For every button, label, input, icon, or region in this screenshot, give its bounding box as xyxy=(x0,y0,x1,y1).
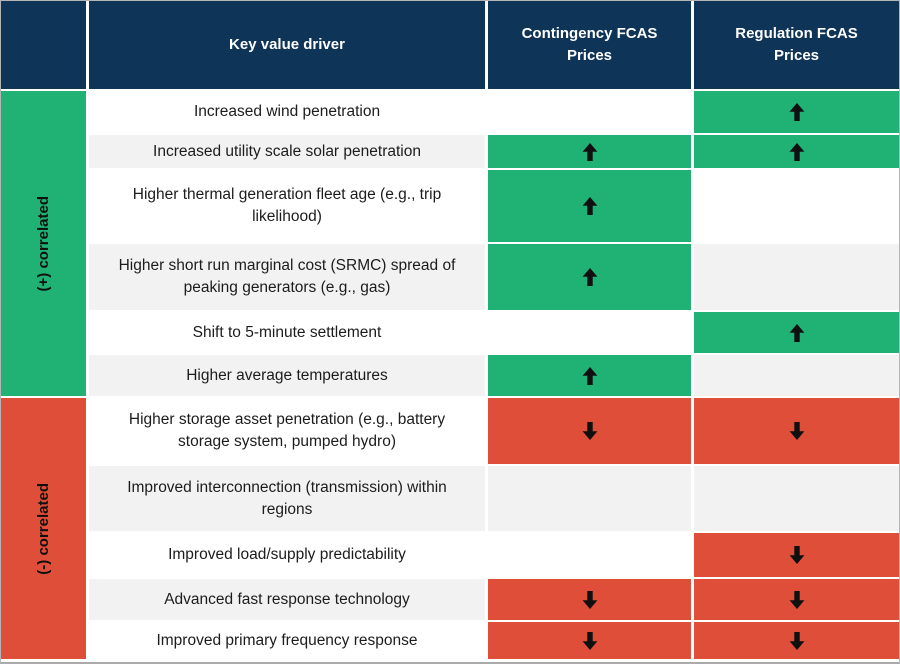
regulation-cell xyxy=(694,622,899,659)
up-arrow-icon xyxy=(582,197,598,215)
down-arrow-icon xyxy=(582,631,598,650)
contingency-cell xyxy=(488,91,691,133)
driver-cell: Higher average temperatures xyxy=(89,355,485,396)
down-arrow-icon xyxy=(789,546,805,564)
driver-label: Increased wind penetration xyxy=(193,103,381,120)
down-arrow-icon xyxy=(582,422,598,440)
up-arrow-icon xyxy=(582,142,598,161)
driver-label: Shift to 5-minute settlement xyxy=(192,323,382,341)
group-label-positive-correlated: (+) correlated xyxy=(35,195,52,292)
group-sidebar-1: (-) correlated xyxy=(1,398,86,659)
regulation-cell xyxy=(694,533,899,577)
down-arrow-icon xyxy=(582,590,598,609)
driver-label: Improved primary frequency response xyxy=(156,631,418,649)
regulation-cell xyxy=(694,91,899,133)
driver-cell: Higher short run marginal cost (SRMC) sp… xyxy=(89,244,485,310)
contingency-cell xyxy=(488,579,691,620)
driver-label: Higher short run marginal cost (SRMC) sp… xyxy=(118,257,456,296)
driver-cell: Higher thermal generation fleet age (e.g… xyxy=(89,170,485,242)
driver-label: Higher storage asset penetration (e.g., … xyxy=(128,411,446,450)
up-arrow-icon xyxy=(582,366,598,385)
column-header-contingency-fcas-prices: Contingency FCAS Prices xyxy=(488,1,691,89)
regulation-cell xyxy=(694,312,899,353)
group-label-negative-correlated: (-) correlated xyxy=(35,482,52,575)
driver-label: Increased utility scale solar penetratio… xyxy=(153,142,421,160)
contingency-cell xyxy=(488,312,691,353)
column-header-label: Key value driver xyxy=(229,36,345,54)
contingency-cell xyxy=(488,244,691,310)
regulation-cell xyxy=(694,398,899,464)
down-arrow-icon xyxy=(789,631,805,650)
driver-label: Advanced fast response technology xyxy=(164,590,410,608)
driver-cell: Improved primary frequency response xyxy=(89,622,485,659)
driver-cell: Improved interconnection (transmission) … xyxy=(89,466,485,531)
driver-label: Improved load/supply predictability xyxy=(168,546,406,563)
up-arrow-icon xyxy=(789,323,805,342)
header-corner-block xyxy=(1,1,86,89)
regulation-cell xyxy=(694,170,899,242)
contingency-cell xyxy=(488,135,691,168)
up-arrow-icon xyxy=(789,103,805,121)
contingency-cell xyxy=(488,466,691,531)
driver-label: Improved interconnection (transmission) … xyxy=(127,478,447,518)
driver-label: Higher thermal generation fleet age (e.g… xyxy=(132,186,442,225)
regulation-cell xyxy=(694,466,899,531)
driver-cell: Increased wind penetration xyxy=(89,91,485,133)
contingency-cell xyxy=(488,170,691,242)
regulation-cell xyxy=(694,244,899,310)
driver-cell: Shift to 5-minute settlement xyxy=(89,312,485,353)
up-arrow-icon xyxy=(789,142,805,161)
column-header-label: Regulation FCAS Prices xyxy=(735,25,858,64)
contingency-cell xyxy=(488,355,691,396)
column-header-regulation-fcas-prices: Regulation FCAS Prices xyxy=(694,1,899,89)
down-arrow-icon xyxy=(789,590,805,609)
contingency-cell xyxy=(488,533,691,577)
column-header-label: Contingency FCAS Prices xyxy=(521,25,658,64)
driver-cell: Improved load/supply predictability xyxy=(89,533,485,577)
regulation-cell xyxy=(694,135,899,168)
driver-cell: Increased utility scale solar penetratio… xyxy=(89,135,485,168)
regulation-cell xyxy=(694,579,899,620)
driver-cell: Advanced fast response technology xyxy=(89,579,485,620)
contingency-cell xyxy=(488,398,691,464)
group-sidebar-0: (+) correlated xyxy=(1,91,86,396)
regulation-cell xyxy=(694,355,899,396)
driver-label: Higher average temperatures xyxy=(186,366,388,384)
up-arrow-icon xyxy=(582,268,598,286)
column-header-key-value-driver: Key value driver xyxy=(89,1,485,89)
contingency-cell xyxy=(488,622,691,659)
driver-cell: Higher storage asset penetration (e.g., … xyxy=(89,398,485,464)
down-arrow-icon xyxy=(789,422,805,440)
